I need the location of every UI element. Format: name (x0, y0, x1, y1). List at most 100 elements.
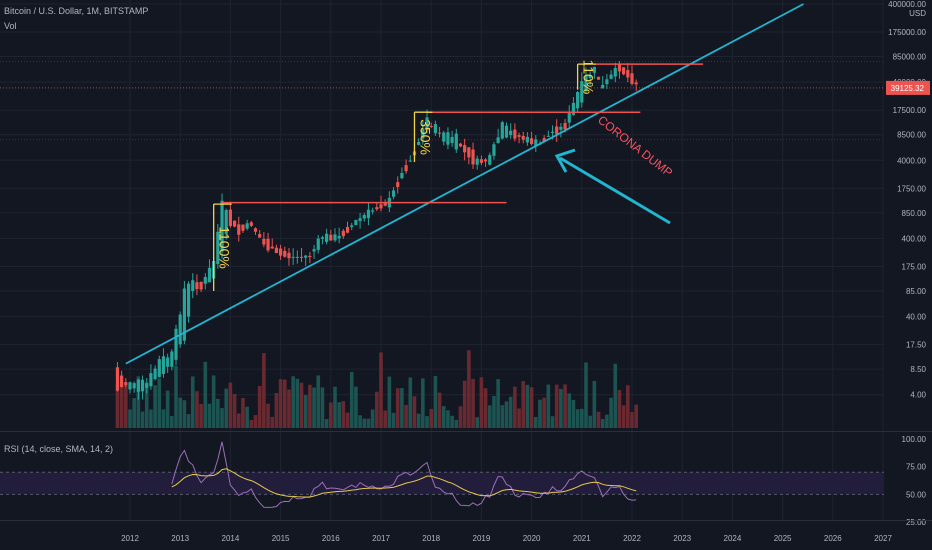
volume-bar (617, 390, 622, 428)
candle-body (337, 235, 341, 239)
volume-bar (207, 403, 212, 428)
volume-bar (124, 384, 128, 428)
candle-body (182, 288, 186, 341)
time-tick-label: 2014 (222, 534, 240, 543)
volume-bar (370, 409, 375, 428)
price-tick-label: 4.00 (910, 391, 926, 400)
volume-bar (575, 409, 580, 428)
candle-body (220, 200, 224, 252)
candle-body (132, 383, 136, 389)
candle-body (488, 155, 492, 165)
volume-bar (429, 409, 433, 428)
candle-body (450, 137, 454, 143)
volume-bar (161, 409, 166, 428)
volume-bar (366, 418, 371, 428)
candle-body (559, 126, 563, 130)
volume-bar (609, 397, 613, 428)
candle-body (195, 282, 199, 290)
volume-bar (538, 399, 542, 428)
volume-bar (600, 418, 605, 428)
candle-body (613, 67, 617, 77)
candle-body (563, 122, 567, 130)
candle-body (329, 234, 333, 241)
candle-body (596, 76, 601, 80)
symbol-title: Bitcoin / U.S. Dollar, 1M, BITSTAMP (4, 6, 149, 16)
candle-body (454, 133, 458, 150)
price-tick-label: 85.00 (906, 287, 927, 296)
candle-body (216, 231, 220, 265)
volume-bar (596, 411, 601, 428)
candle-body (140, 379, 145, 392)
volume-bar (316, 375, 321, 428)
price-tick-label: 8500.00 (897, 131, 926, 140)
volume-bar (303, 395, 308, 428)
volume-bar (178, 397, 182, 428)
candle-body (316, 238, 320, 250)
candle-body (371, 210, 375, 212)
time-axis[interactable]: 2012 2013 2014 2015 2016 2017 2018 2019 2020 2021… (121, 534, 892, 543)
price-axis[interactable]: 400000.00175000.0085000.0040000.0017500.… (884, 0, 932, 550)
volume-bar (412, 396, 417, 428)
volume-bar (387, 376, 392, 428)
volume-bar (333, 386, 337, 428)
volume-bar (312, 387, 316, 428)
candle-body (555, 126, 559, 135)
candle-body (253, 228, 258, 232)
candle-body (345, 226, 350, 233)
volume-bar (421, 378, 425, 428)
price-tick-label: 175.00 (902, 262, 927, 271)
candle-body (274, 247, 279, 253)
candle-body (429, 126, 433, 128)
volume-bar (199, 403, 203, 428)
candle-body (530, 138, 534, 144)
volume-bar (588, 415, 592, 428)
candle-body (576, 92, 580, 109)
volume-bar (563, 384, 567, 428)
candle-body (425, 117, 429, 130)
volume-bar (454, 419, 459, 428)
volume-bar (467, 350, 471, 428)
rsi-tick-label: 25.00 (906, 518, 927, 527)
candle-body (504, 125, 509, 138)
time-tick-label: 2020 (523, 534, 541, 543)
rsi-label: RSI (14, close, SMA, 14, 2) (4, 444, 114, 454)
volume-bar (584, 362, 588, 428)
time-tick-label: 2021 (573, 534, 591, 543)
volume-bar (529, 387, 534, 428)
price-tick-label: 1750.00 (897, 184, 926, 193)
time-tick-label: 2024 (724, 534, 742, 543)
volume-bar (257, 385, 262, 428)
candle-body (492, 144, 496, 156)
volume-bar (462, 380, 467, 428)
volume-bar (483, 388, 488, 428)
volume-bar (450, 415, 454, 428)
volume-bar (580, 408, 584, 428)
rsi-tick-label: 100.00 (902, 435, 927, 444)
volume-bar (224, 388, 229, 428)
volume-bar (525, 384, 530, 428)
candle-body (153, 368, 157, 380)
volume-bar (190, 376, 195, 428)
volume-bar (621, 405, 626, 428)
volume-bar (144, 382, 149, 428)
volume-bar (228, 382, 233, 428)
candle-body (571, 102, 576, 115)
candle-body (471, 149, 475, 165)
time-tick-label: 2027 (874, 534, 892, 543)
candle-body (258, 234, 262, 238)
candle-body (605, 79, 609, 85)
volume-bar (157, 378, 162, 428)
volume-bar (425, 416, 429, 428)
volume-bar (278, 379, 283, 428)
price-tick-label: 400000.00 (888, 0, 926, 9)
candle-body (513, 129, 517, 139)
price-tick-label: 17500.00 (893, 106, 927, 115)
current-price-tag (886, 80, 930, 95)
volume-bar (266, 403, 270, 428)
volume-bar (324, 419, 329, 428)
volume-bar (546, 384, 551, 428)
volume-bar (203, 361, 208, 428)
candle-body (362, 214, 366, 219)
candle-body (475, 158, 479, 165)
rsi-pane (0, 441, 884, 508)
